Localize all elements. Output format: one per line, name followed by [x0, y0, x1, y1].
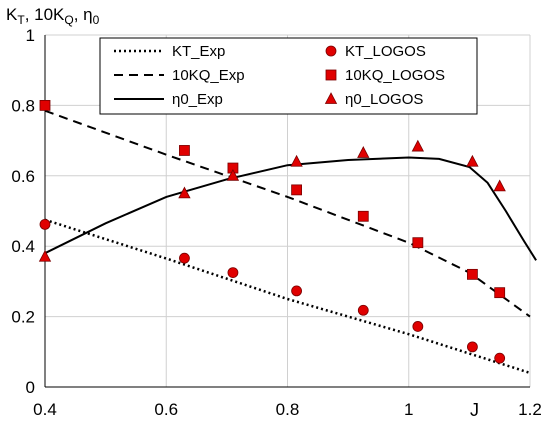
data-point-KT_LOGOS — [39, 218, 51, 230]
x-tick-label: 0.6 — [154, 400, 178, 419]
tick-labels: 0 0.2 0.4 0.6 0.8 1 0.4 0.6 0.8 1 1.2 — [11, 26, 541, 419]
series-line-KT_Exp — [44, 218, 531, 375]
y-tick-label: 0.4 — [11, 237, 35, 256]
y-tick-label: 1 — [26, 26, 35, 45]
data-point-KT_LOGOS — [291, 285, 302, 297]
data-point-η0_LOGOS — [178, 186, 191, 199]
x-tick-label: 1.2 — [518, 400, 542, 419]
data-point-KT_LOGOS — [494, 352, 506, 364]
series-markers — [38, 100, 506, 364]
data-point-KT_LOGOS — [467, 341, 478, 353]
legend-label: KT_Exp — [172, 43, 225, 60]
data-point-10KQ_LOGOS — [179, 145, 190, 156]
x-tick-label: 0.8 — [276, 400, 300, 419]
legend-marker-KT_LOGOS — [325, 45, 337, 57]
data-point-10KQ_LOGOS — [291, 184, 302, 196]
data-point-η0_LOGOS — [411, 139, 425, 152]
y-tick-label: 0.6 — [11, 167, 35, 186]
data-point-10KQ_LOGOS — [494, 287, 506, 299]
data-point-KT_LOGOS — [357, 304, 369, 316]
legend-marker-η0_LOGOS — [324, 92, 338, 104]
data-point-KT_LOGOS — [412, 321, 424, 332]
data-point-10KQ_LOGOS — [467, 268, 478, 280]
legend-label: η0_Exp — [172, 91, 223, 108]
data-point-KT_LOGOS — [227, 267, 239, 279]
x-tick-label: 0.4 — [33, 400, 57, 419]
y-axis-title: KT, 10KQ, η0 — [6, 5, 100, 27]
legend-marker-10KQ_LOGOS — [325, 69, 337, 81]
data-point-KT_LOGOS — [179, 252, 190, 264]
series-line-η0_Exp — [44, 156, 537, 261]
y-tick-label: 0 — [26, 378, 35, 397]
data-point-η0_LOGOS — [290, 154, 303, 167]
axes — [44, 35, 530, 388]
series-line-10KQ_Exp — [44, 109, 531, 318]
data-point-10KQ_LOGOS — [39, 100, 51, 111]
data-point-10KQ_LOGOS — [412, 237, 424, 249]
legend-label: η0_LOGOS — [345, 91, 423, 108]
data-point-η0_LOGOS — [38, 249, 52, 262]
data-point-η0_LOGOS — [226, 168, 240, 181]
data-point-η0_LOGOS — [357, 146, 370, 158]
legend-label: 10KQ_LOGOS — [345, 67, 445, 84]
x-tick-label: 1 — [404, 400, 413, 419]
legend: KT_Exp 10KQ_Exp η0_Exp KT_LOGOS 10KQ_LOGOS η0… — [99, 37, 478, 115]
data-point-10KQ_LOGOS — [357, 210, 369, 222]
y-tick-label: 0.2 — [11, 308, 35, 327]
y-tick-label: 0.8 — [11, 96, 35, 115]
x-axis-title: J — [470, 400, 479, 420]
data-point-η0_LOGOS — [493, 179, 506, 192]
data-point-η0_LOGOS — [466, 154, 479, 167]
series-lines — [44, 109, 537, 375]
legend-label: KT_LOGOS — [345, 43, 426, 60]
legend-label: 10KQ_Exp — [172, 67, 245, 84]
